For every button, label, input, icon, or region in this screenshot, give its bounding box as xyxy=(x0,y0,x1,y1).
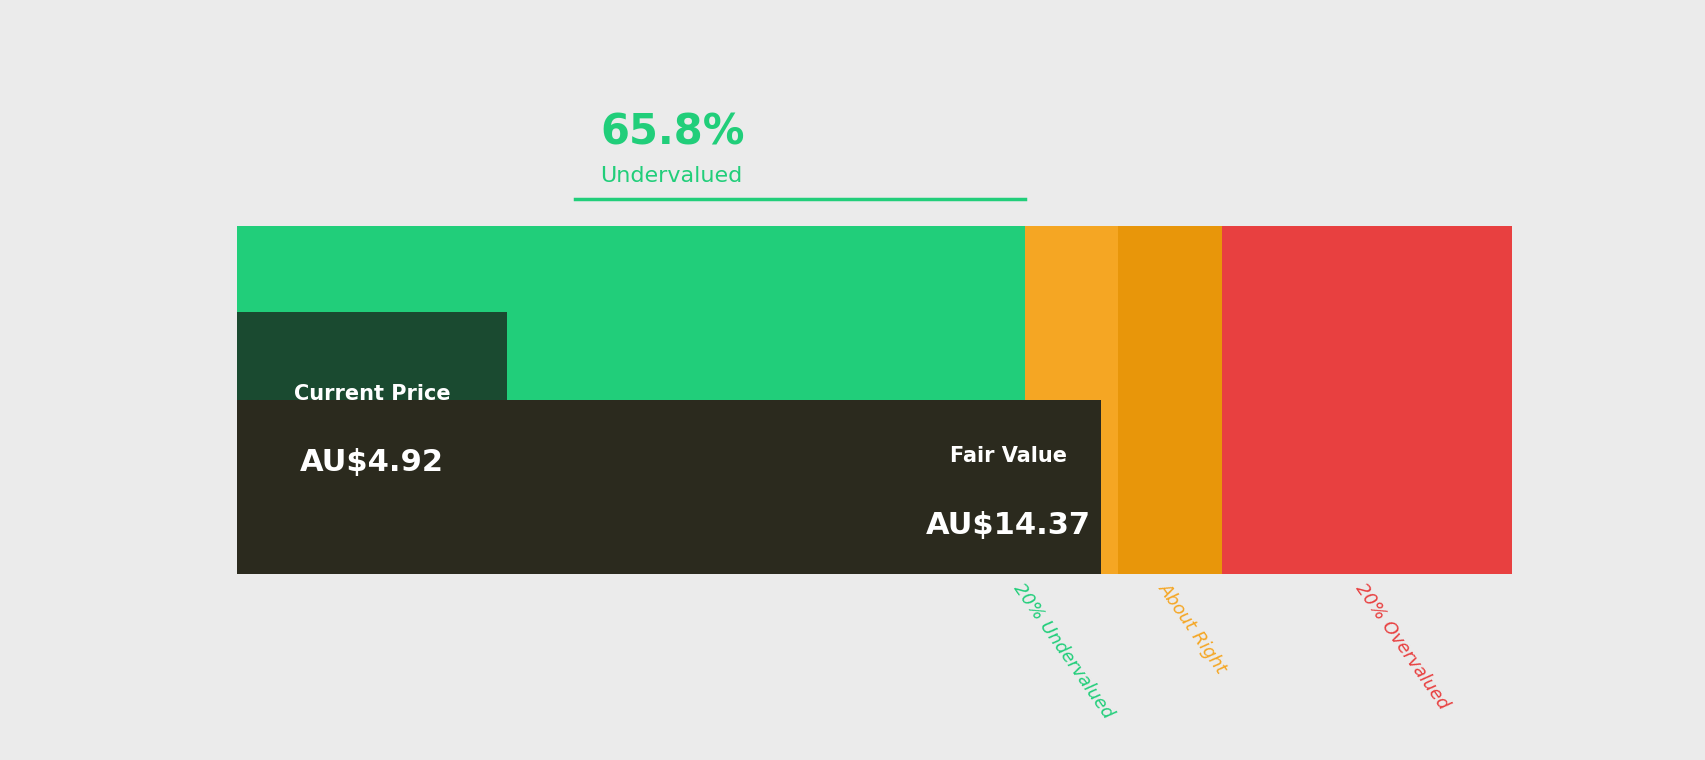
Bar xyxy=(237,226,1025,574)
Text: Current Price: Current Price xyxy=(293,384,450,404)
Bar xyxy=(237,312,506,527)
Text: 20% Undervalued: 20% Undervalued xyxy=(1009,580,1117,722)
Text: Undervalued: Undervalued xyxy=(600,166,742,186)
Text: About Right: About Right xyxy=(1154,580,1231,677)
Bar xyxy=(1025,226,1117,574)
Text: 20% Overvalued: 20% Overvalued xyxy=(1352,580,1453,713)
Text: Fair Value: Fair Value xyxy=(950,445,1067,466)
Text: AU$14.37: AU$14.37 xyxy=(926,511,1091,540)
Text: AU$4.92: AU$4.92 xyxy=(300,448,443,477)
Text: 65.8%: 65.8% xyxy=(600,111,745,154)
Bar xyxy=(237,400,1100,574)
Bar xyxy=(1221,226,1511,574)
Bar xyxy=(1117,226,1221,574)
